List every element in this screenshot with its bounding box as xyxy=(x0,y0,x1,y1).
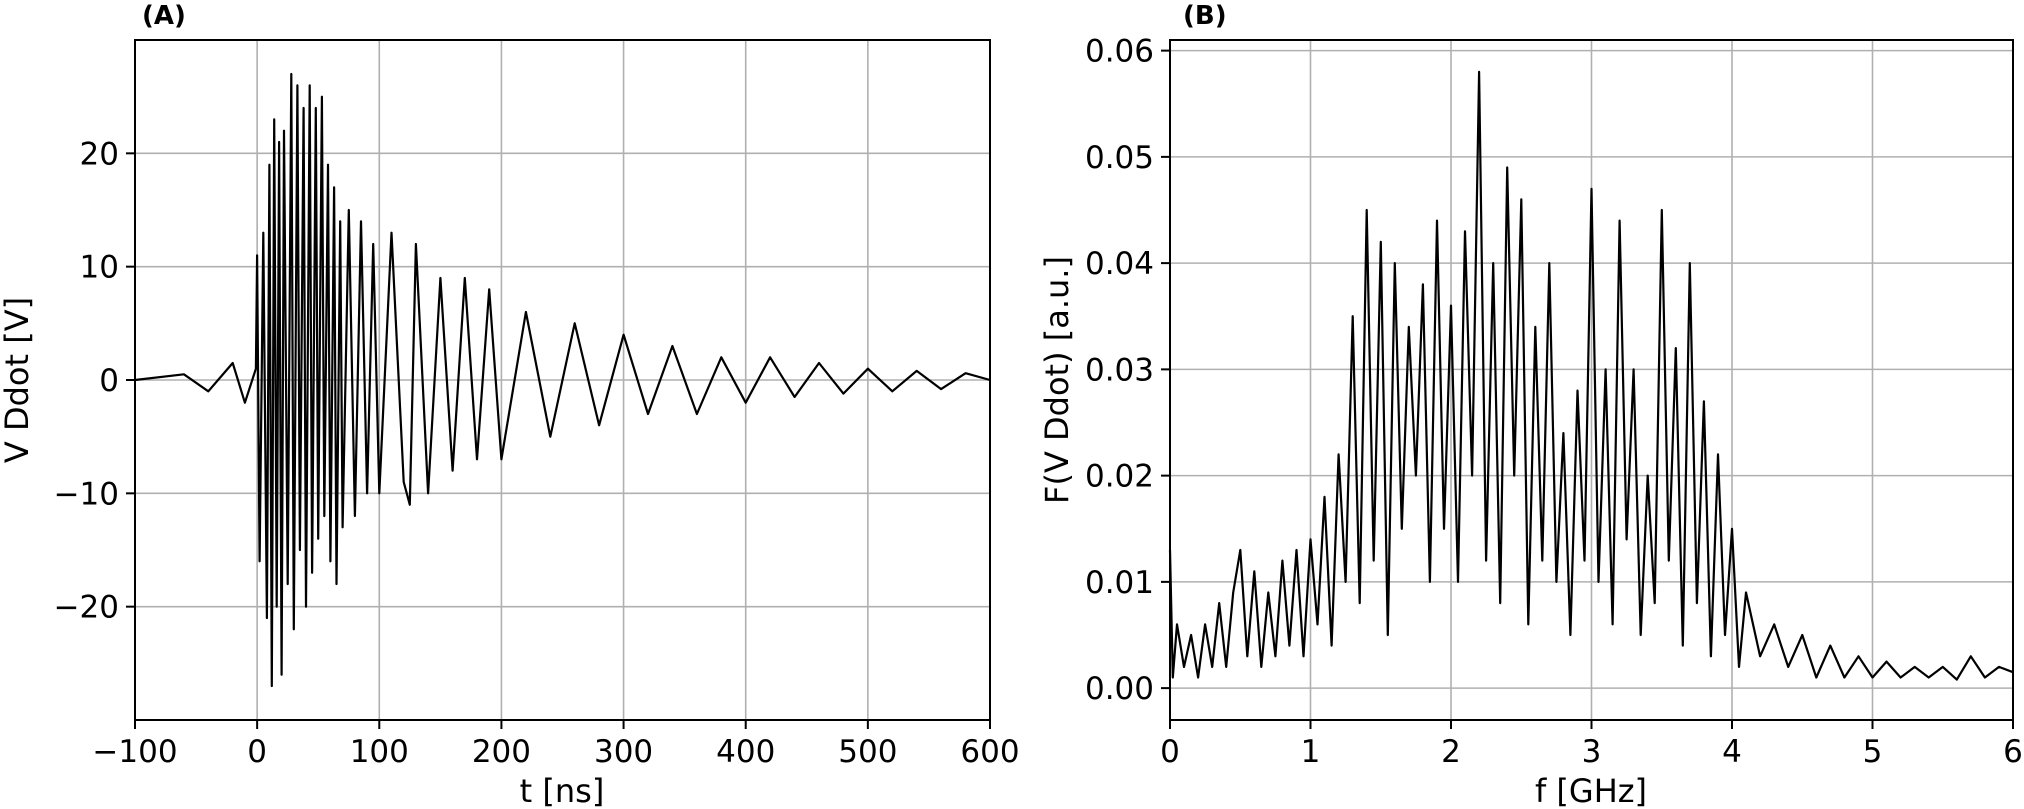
x-tick-label: 500 xyxy=(838,734,897,770)
y-tick-label: 20 xyxy=(80,136,119,172)
panel-b: (B) 0 1 2 3 4 5 60.000.010.020.030.040.050.06 … xyxy=(1038,1,2023,809)
x-tick-label: 3 xyxy=(1582,734,1602,770)
panel-label-b: (B) xyxy=(1183,1,1227,31)
x-axis-label-b: f [GHz] xyxy=(1535,772,1647,809)
x-tick-label: 100 xyxy=(350,734,409,770)
x-tick-label: 0 xyxy=(247,734,267,770)
x-tick-label: −100 xyxy=(92,734,177,770)
series-line-b xyxy=(1168,70,2014,681)
x-tick-label: 4 xyxy=(1722,734,1742,770)
y-tick-label: 0.05 xyxy=(1085,140,1154,176)
x-tick-label: 400 xyxy=(716,734,775,770)
y-tick-label: 0.02 xyxy=(1085,459,1154,495)
x-tick-label: 0 xyxy=(1160,734,1180,770)
panel-b-grid xyxy=(1169,40,2014,720)
series-line-a xyxy=(134,72,991,688)
x-axis-label-a: t [ns] xyxy=(520,772,605,809)
y-tick-label: 0.00 xyxy=(1085,671,1154,707)
y-tick-label: 0.06 xyxy=(1085,34,1154,70)
x-tick-label: 5 xyxy=(1863,734,1883,770)
y-tick-label: −10 xyxy=(54,476,119,512)
y-tick-label: 0 xyxy=(99,363,119,399)
x-tick-label: 1 xyxy=(1301,734,1321,770)
x-tick-label: 600 xyxy=(960,734,1019,770)
x-tick-label: 6 xyxy=(2003,734,2023,770)
panel-b-series xyxy=(1168,70,2014,681)
panel-b-ticks: 0 1 2 3 4 5 6 0.00 0.01 0.02 0.03 0.04 0.05 0.06 xyxy=(1085,34,2023,770)
y-tick-label: −20 xyxy=(54,590,119,626)
y-tick-label: 10 xyxy=(80,250,119,286)
x-tick-label: 300 xyxy=(594,734,653,770)
y-tick-label: 0.04 xyxy=(1085,246,1154,282)
panel-b-frame xyxy=(1169,39,2014,721)
y-tick-label: 0.01 xyxy=(1085,565,1154,601)
x-tick-label: 2 xyxy=(1441,734,1461,770)
y-tick-label: 0.03 xyxy=(1085,352,1154,388)
panel-label-a: (A) xyxy=(142,1,186,31)
panel-a-frame xyxy=(134,39,991,721)
y-axis-label-b: F(V Ddot) [a.u.] xyxy=(1038,256,1076,504)
y-axis-label-a: V Ddot [V] xyxy=(0,297,36,463)
panel-a-series xyxy=(134,72,991,688)
x-tick-label: 200 xyxy=(472,734,531,770)
